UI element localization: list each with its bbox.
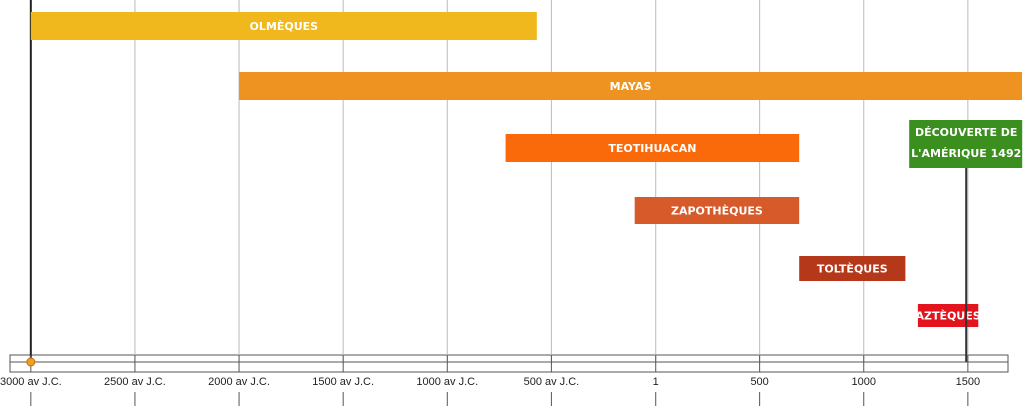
timeline-bar [917,304,979,327]
axis-ruler [9,354,1009,373]
x-tick-label: 3000 av J.C. [0,376,62,388]
x-tick-label: 1 [653,376,659,388]
timeline-bar [634,197,800,224]
bar-label: MAYAS [610,80,652,93]
axis-origin-dot [26,357,36,367]
timeline-bar [799,256,906,281]
milestone-label: DÉCOUVERTE DE [915,126,1018,139]
timeline-bar [239,72,1023,100]
x-tick-label: 500 [750,376,768,388]
timeline-bar [505,134,800,162]
timeline-bar [30,12,537,40]
x-tick-label: 1500 av J.C. [312,376,374,388]
x-tick-label: 1500 [956,376,980,388]
milestone-box [909,120,1023,168]
bar-label: TOLTÈQUES [817,263,888,276]
bar-label: TEOTIHUACAN [608,142,696,155]
x-tick-label: 1000 [852,376,876,388]
x-tick-label: 2000 av J.C. [208,376,270,388]
bar-label: AZTÈQUES [915,310,980,323]
milestone-label: L'AMÉRIQUE 1492 [911,147,1021,160]
x-tick-label: 1000 av J.C. [416,376,478,388]
x-tick-label: 500 av J.C. [524,376,580,388]
x-tick-label: 2500 av J.C. [104,376,166,388]
bar-label: OLMÈQUES [250,20,319,33]
bar-label: ZAPOTHÈQUES [671,205,763,218]
